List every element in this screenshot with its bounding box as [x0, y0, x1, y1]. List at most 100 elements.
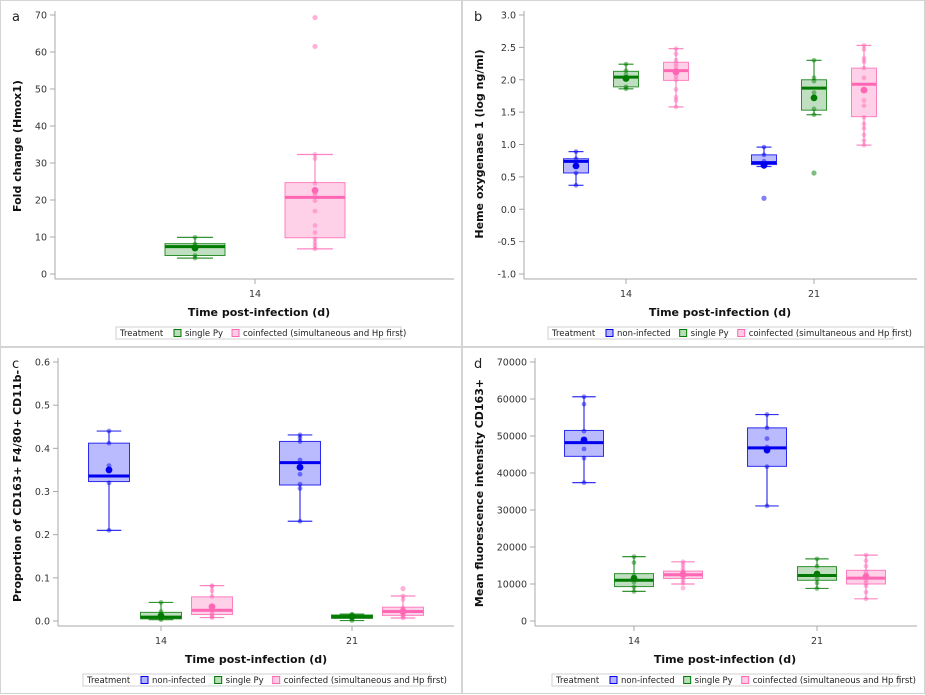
y-tick-label: 1.0 — [501, 140, 516, 151]
x-tick-label: 21 — [811, 636, 823, 647]
box-single_py-day14 — [613, 61, 639, 92]
data-point — [297, 471, 303, 477]
data-point — [581, 480, 587, 486]
data-point — [631, 560, 637, 565]
plot-area-a: 14 — [54, 11, 454, 300]
mean-marker — [760, 161, 768, 169]
legend-swatch-single_py — [173, 329, 182, 337]
y-tick-label: 2.0 — [501, 75, 516, 86]
y-tick-label: 0.5 — [35, 401, 50, 412]
y-tick-label: 70 — [35, 11, 47, 22]
box-non_infected-day14 — [563, 149, 589, 188]
data-point — [764, 503, 770, 509]
data-point — [861, 125, 867, 131]
data-point — [673, 98, 679, 103]
y-tick-label: 0.4 — [35, 444, 50, 455]
mean-marker — [572, 162, 580, 170]
legend-swatch-coinfected — [272, 676, 281, 684]
data-point — [623, 86, 629, 92]
y-tick-label: 10 — [35, 233, 47, 244]
data-point — [106, 480, 112, 486]
mean-marker — [630, 575, 638, 582]
y-tick-label: 0.5 — [501, 172, 516, 183]
legend-swatch-single_py — [683, 676, 692, 684]
chart-b-svg: b -1.0 -0.5 0.0 0.5 1.0 1.5 2.0 2.5 3.0 14 21 Tim… — [473, 10, 917, 340]
data-point — [861, 138, 867, 144]
box-coinfected-day14 — [191, 583, 233, 620]
legend-label-coinfected: coinfected (simultaneous and Hp first) — [284, 676, 447, 686]
y-tick-label: 0.3 — [35, 487, 50, 498]
y-tick-label: 20 — [35, 196, 47, 207]
data-point — [863, 580, 869, 586]
mean-marker — [810, 94, 818, 102]
data-point — [312, 208, 318, 214]
y-ticks-c: 0.0 0.1 0.2 0.3 0.4 0.5 0.6 — [35, 358, 58, 628]
data-point — [297, 435, 303, 441]
legend-label-single_py: single Py — [226, 676, 264, 686]
box-coinfected-day21 — [846, 552, 886, 602]
x-tick-label: 14 — [620, 289, 632, 300]
data-point — [680, 559, 686, 565]
mean-marker — [191, 244, 199, 252]
data-point — [863, 552, 869, 558]
legend-label-single_py: single Py — [695, 676, 733, 686]
mean-marker — [862, 573, 870, 580]
y-ticks-d: 0 10000 20000 30000 40000 50000 60000 70000 — [497, 358, 535, 628]
outlier-point — [811, 170, 817, 176]
data-point — [861, 121, 867, 127]
data-point — [680, 562, 686, 568]
data-point — [623, 84, 629, 90]
x-tick-label: 21 — [808, 289, 820, 300]
mean-marker — [622, 75, 630, 82]
x-axis-title-b: Time post-infection (d) — [649, 306, 791, 319]
data-point — [623, 68, 629, 74]
legend-label-single_py: single Py — [185, 329, 223, 339]
data-point — [297, 432, 303, 438]
data-point — [209, 583, 215, 589]
data-point — [192, 253, 198, 258]
panel-letter-a: a — [12, 10, 20, 25]
data-point — [400, 615, 406, 621]
panel-letter-c: c — [12, 357, 19, 372]
data-point — [861, 43, 867, 48]
legend-label-coinfected: coinfected (simultaneous and Hp first) — [749, 329, 912, 339]
mean-marker — [399, 608, 407, 615]
data-point — [863, 558, 869, 564]
legend-label-coinfected: coinfected (simultaneous and Hp first) — [243, 329, 406, 339]
box-single_py-day21 — [801, 57, 827, 176]
legend-label-non_infected: non-infected — [152, 676, 206, 686]
data-point — [631, 554, 637, 560]
data-point — [631, 589, 637, 594]
y-tick-label: 60 — [35, 48, 47, 59]
data-point — [400, 593, 406, 599]
data-point — [297, 486, 303, 491]
y-tick-label: 0.0 — [35, 617, 50, 628]
data-point — [680, 580, 686, 586]
data-point — [158, 600, 164, 605]
data-point — [631, 584, 637, 590]
data-point — [192, 255, 198, 261]
legend-title: Treatment — [555, 676, 600, 686]
data-point — [863, 596, 869, 602]
data-point — [811, 57, 817, 63]
data-point — [209, 584, 215, 589]
data-point — [811, 90, 817, 96]
data-point — [814, 576, 820, 581]
x-tick-label: 14 — [249, 289, 261, 300]
data-point — [209, 612, 215, 618]
data-point — [814, 556, 820, 562]
data-point — [861, 55, 867, 61]
mean-marker — [105, 466, 113, 474]
data-point — [811, 75, 817, 81]
mean-marker — [208, 603, 216, 611]
data-point — [673, 87, 679, 92]
data-point — [680, 585, 686, 591]
data-point — [581, 428, 587, 434]
legend-swatch-coinfected — [231, 329, 240, 337]
data-point — [192, 234, 198, 240]
y-tick-label: 3.0 — [501, 11, 516, 22]
panel-letter-b: b — [474, 10, 482, 25]
legend-title: Treatment — [119, 329, 164, 339]
y-tick-label: 50 — [35, 85, 47, 96]
legend-swatch-non_infected — [140, 676, 149, 684]
